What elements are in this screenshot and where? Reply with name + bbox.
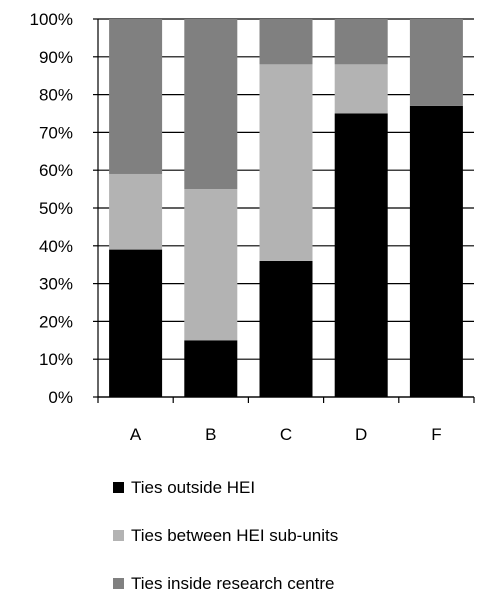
x-tick-label: F (431, 425, 441, 444)
bar-segment (109, 174, 162, 250)
y-tick-label: 100% (30, 10, 73, 29)
y-tick-labels: 0% 10% 20% 30% 40% 50% 60% 70% 80% 90% 100% (30, 10, 73, 407)
bar-segment (184, 189, 237, 340)
legend: Ties outside HEI Ties between HEI sub-uni… (113, 478, 338, 590)
legend-label: Ties between HEI sub-units (131, 526, 338, 545)
x-tick-label: C (280, 425, 292, 444)
legend-swatch (113, 530, 124, 541)
bar-segment (260, 19, 313, 64)
bar-segment (335, 64, 388, 113)
y-tick-label: 90% (39, 48, 73, 67)
x-tick-label: D (355, 425, 367, 444)
y-tick-label: 30% (39, 275, 73, 294)
bar-segment (410, 19, 463, 106)
y-tick-label: 50% (39, 199, 73, 218)
y-tick-label: 10% (39, 350, 73, 369)
bar-segment (109, 250, 162, 397)
bar-segment (184, 19, 237, 189)
y-tick-label: 0% (48, 388, 73, 407)
x-tick-label: B (205, 425, 216, 444)
bar-segment (260, 64, 313, 261)
legend-label: Ties inside research centre (131, 574, 334, 590)
legend-swatch (113, 482, 124, 493)
bar-segment (109, 19, 162, 174)
y-tick-label: 40% (39, 237, 73, 256)
x-tick-label: A (130, 425, 142, 444)
y-tick-label: 80% (39, 86, 73, 105)
y-tick-label: 70% (39, 123, 73, 142)
legend-swatch (113, 578, 124, 589)
bar-segment (335, 19, 388, 64)
bar-segment (260, 261, 313, 397)
bar-segment (184, 340, 237, 397)
legend-label: Ties outside HEI (131, 478, 255, 497)
y-tick-label: 60% (39, 161, 73, 180)
y-tick-label: 20% (39, 312, 73, 331)
bar-segment (335, 114, 388, 398)
bar-segment (410, 106, 463, 397)
